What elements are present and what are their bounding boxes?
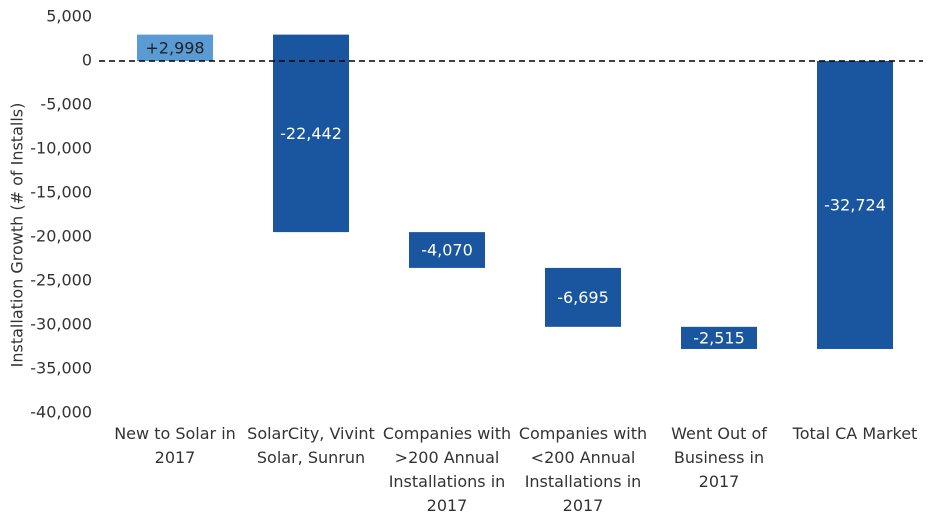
y-tick-label: -5,000 xyxy=(40,95,92,114)
y-tick-label: -20,000 xyxy=(30,227,92,246)
y-tick-label: -40,000 xyxy=(30,403,92,422)
value-label: -22,442 xyxy=(280,124,342,143)
bar xyxy=(545,267,621,327)
y-tick-label: 0 xyxy=(82,51,92,70)
bar xyxy=(137,34,213,61)
y-tick-label: -30,000 xyxy=(30,315,92,334)
x-tick-label: New to Solar in 2017 xyxy=(114,424,236,467)
value-label: -6,695 xyxy=(557,288,609,307)
bar xyxy=(681,326,757,349)
value-label: +2,998 xyxy=(145,38,204,57)
x-tick-label: Companies with >200 Annual Installations… xyxy=(382,424,512,515)
y-tick-label: -10,000 xyxy=(30,139,92,158)
y-axis-title: Installation Growth (# of Installs) xyxy=(8,103,27,368)
x-tick-label: SolarCity, Vivint Solar, Sunrun xyxy=(247,424,375,467)
bar xyxy=(817,61,893,349)
x-tick-label: Companies with <200 Annual Installations… xyxy=(518,424,648,515)
value-label: -32,724 xyxy=(824,195,886,214)
y-tick-label: -25,000 xyxy=(30,271,92,290)
x-tick-label: Went Out of Business in 2017 xyxy=(671,424,767,491)
bar xyxy=(409,232,485,268)
bar xyxy=(273,34,349,233)
y-tick-label: 5,000 xyxy=(46,7,92,26)
value-label: -4,070 xyxy=(421,241,473,260)
value-label: -2,515 xyxy=(693,328,745,347)
y-tick-label: -35,000 xyxy=(30,359,92,378)
y-tick-label: -15,000 xyxy=(30,183,92,202)
x-tick-label: Total CA Market xyxy=(792,424,918,443)
